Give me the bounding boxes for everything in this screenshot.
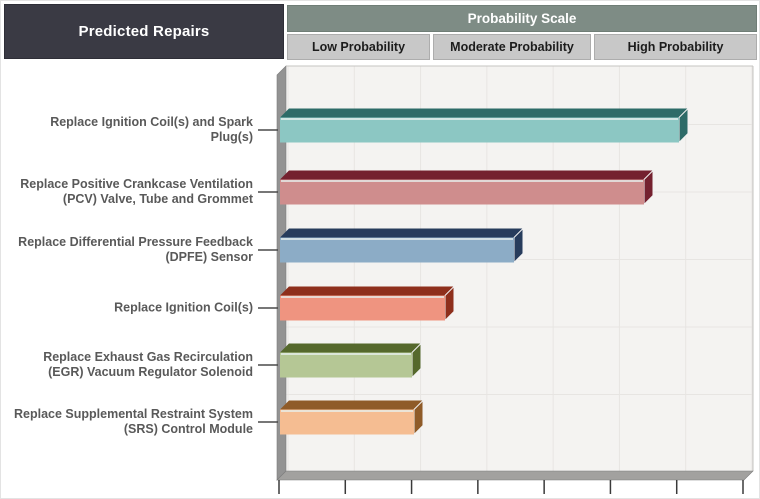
bar-front-face <box>280 179 644 205</box>
band-moderate-label: Moderate Probability <box>450 40 574 54</box>
bars-group <box>280 107 689 436</box>
bar-row-3 <box>280 285 455 322</box>
category-label: Replace Ignition Coil(s) and Spark Plug(… <box>50 114 253 144</box>
floor-3d <box>276 470 754 481</box>
bar-row-4 <box>280 342 422 379</box>
bar-top-face <box>280 170 653 180</box>
bar-front-face <box>280 117 679 143</box>
band-moderate-probability: Moderate Probability <box>433 34 591 60</box>
bar-row-0 <box>280 107 689 144</box>
band-high-label: High Probability <box>627 40 724 54</box>
category-label: Replace Differential Pressure Feedback (… <box>18 234 253 264</box>
bar-front-face <box>280 409 414 435</box>
category-label: Replace Ignition Coil(s) <box>114 300 253 315</box>
bar-top-face <box>280 400 423 410</box>
category-label: Replace Positive Crankcase Ventilation (… <box>20 176 253 206</box>
probability-scale-title: Probability Scale <box>467 11 577 26</box>
band-low-probability: Low Probability <box>287 34 430 60</box>
predicted-repairs-header: Predicted Repairs <box>4 4 284 59</box>
band-high-probability: High Probability <box>594 34 757 60</box>
bar-row-2 <box>280 227 524 264</box>
category-axis-ticks <box>258 129 278 423</box>
bar-front-face <box>280 237 514 263</box>
bar-top-face <box>280 228 523 238</box>
bar-row-5 <box>280 399 424 436</box>
bar-front-face <box>280 352 412 378</box>
bar-top-face <box>280 343 421 353</box>
band-low-label: Low Probability <box>311 40 406 54</box>
category-label: Replace Supplemental Restraint System (S… <box>14 406 253 436</box>
category-label: Replace Exhaust Gas Recirculation (EGR) … <box>43 349 253 379</box>
probability-scale-header: Probability Scale <box>287 5 757 32</box>
bar-row-1 <box>280 169 654 206</box>
x-axis-ticks <box>278 480 744 494</box>
bar-top-face <box>280 108 688 118</box>
probability-scale-bands: Low Probability Moderate Probability Hig… <box>287 34 757 60</box>
bar-top-face <box>280 286 454 296</box>
bar-front-face <box>280 295 445 321</box>
predicted-repairs-title: Predicted Repairs <box>78 23 210 40</box>
